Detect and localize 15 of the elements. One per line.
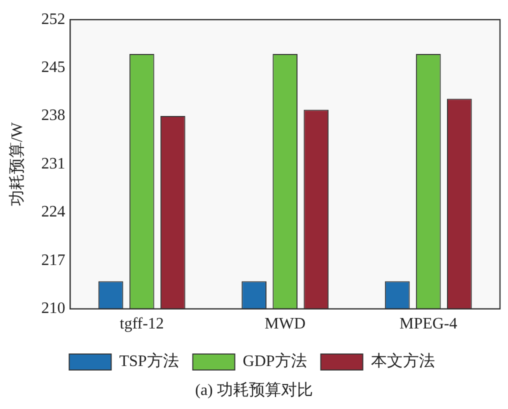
x-tick-label: MWD xyxy=(264,316,306,333)
y-tick-label: 217 xyxy=(41,252,66,269)
y-tick-label: 252 xyxy=(41,10,66,28)
y-tick-label: 245 xyxy=(41,59,66,76)
y-tick-label: 231 xyxy=(41,155,66,172)
y-tick-label: 238 xyxy=(41,107,66,124)
x-tick-label: tgff-12 xyxy=(120,316,164,333)
legend-label: TSP方法 xyxy=(119,352,179,370)
legend-label: 本文方法 xyxy=(370,352,435,370)
y-tick-label: 210 xyxy=(41,300,66,318)
y-tick-label: 224 xyxy=(41,204,66,221)
legend-label: GDP方法 xyxy=(242,352,307,370)
y-axis-title: 功耗预算/W xyxy=(8,122,26,206)
x-tick-label: MPEG-4 xyxy=(399,316,458,333)
text: (a) 功耗预算对比 xyxy=(194,380,314,401)
